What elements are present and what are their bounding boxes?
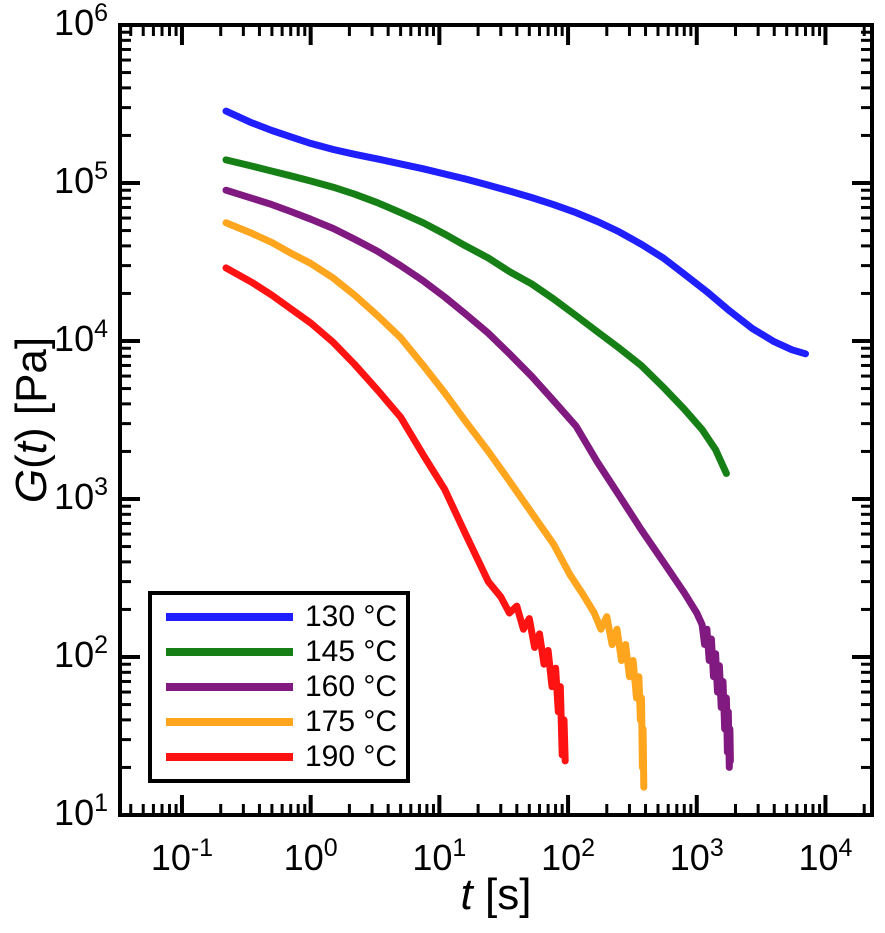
y-tick-label: 101 [54,789,108,834]
legend-line-swatch-icon [166,718,293,726]
x-tick-label: 100 [283,834,338,878]
x-tick-label: 104 [798,834,853,878]
legend-line-swatch-icon [166,613,293,621]
legend-line-swatch-icon [166,753,293,761]
axis-title-part: t [7,442,56,455]
tick-exponent: 0 [323,834,338,862]
legend-label: 145 °C [305,635,398,668]
plot-frame [118,23,874,817]
curve-175c [222,219,648,791]
x-tick-label: 101 [412,834,467,878]
tick-exponent: 5 [94,157,108,186]
legend-label: 190 °C [305,740,398,773]
axis-title-part: G [7,468,56,504]
x-tick-label: 103 [669,834,724,878]
y-tick-label: 103 [54,473,108,518]
y-tick-label: 102 [54,631,108,676]
y-axis-title: G(t) [Pa] [7,336,56,504]
tick-exponent: 6 [94,0,108,28]
y-tick-label: 104 [54,315,108,360]
legend-item: 160 °C [152,672,406,702]
legend-label: 175 °C [305,705,398,738]
legend-line-swatch-icon [166,648,293,656]
legend-label: 130 °C [305,600,398,633]
axis-title-part: ( [7,454,56,469]
tick-exponent: 3 [709,834,724,862]
legend-item: 130 °C [152,602,406,632]
curve-190c [222,264,569,765]
tick-exponent: 4 [94,315,108,344]
tick-exponent: 1 [94,789,108,818]
axis-title-part: ) [Pa] [7,336,56,443]
curve-145c [222,156,730,477]
tick-exponent: 3 [94,473,108,502]
legend-item: 190 °C [152,742,406,772]
legend: 130 °C 145 °C 160 °C 175 °C 190 °C [148,591,410,783]
tick-exponent: 2 [581,834,596,862]
y-tick-label: 105 [54,157,108,202]
axis-title-part: [s] [472,870,532,919]
tick-exponent: 1 [452,834,467,862]
curve-160c [222,186,734,771]
x-axis-title: t [s] [461,873,532,917]
tick-exponent: 4 [838,834,853,862]
x-tick-label: 10-1 [150,834,214,878]
y-tick-label: 106 [54,0,108,44]
tick-exponent: 2 [94,631,108,660]
legend-label: 160 °C [305,670,398,703]
legend-line-swatch-icon [166,683,293,691]
axis-title-part: t [460,870,473,919]
x-tick-label: 102 [541,834,596,878]
curve-130c [222,107,809,358]
legend-item: 145 °C [152,637,406,667]
tick-exponent: -1 [190,834,214,862]
legend-item: 175 °C [152,707,406,737]
